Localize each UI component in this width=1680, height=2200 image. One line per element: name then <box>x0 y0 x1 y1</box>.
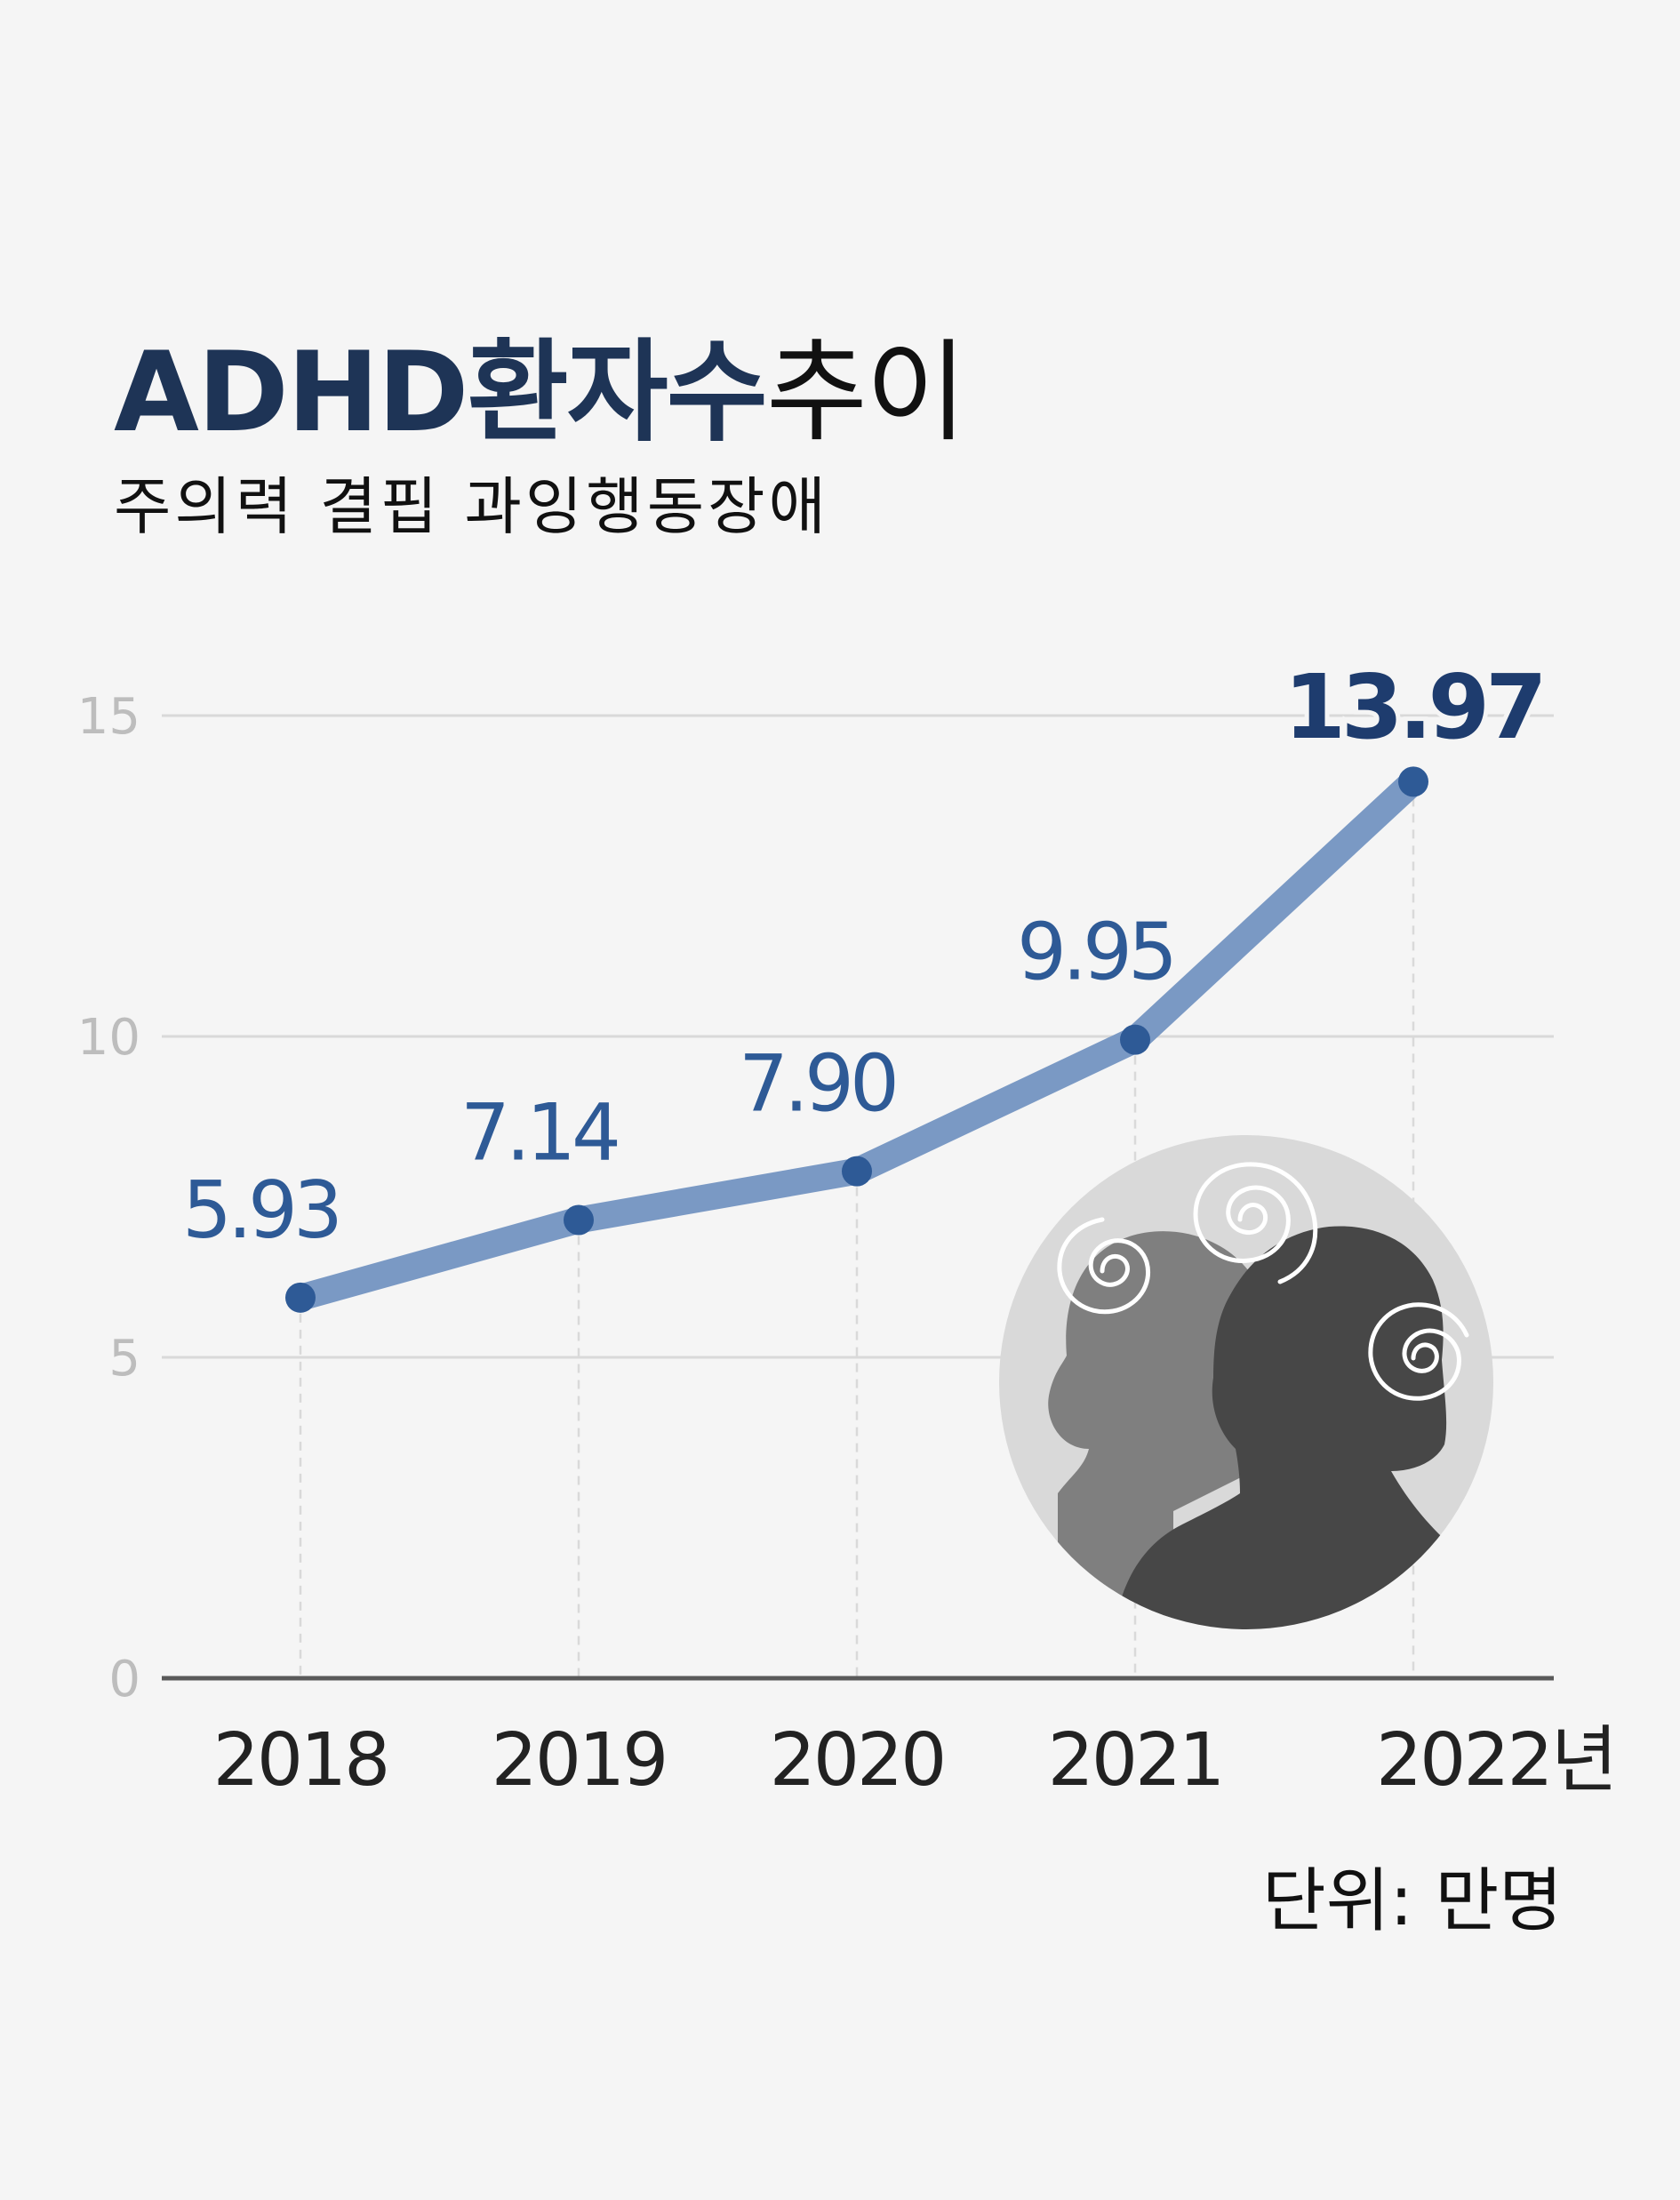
x-tick-label: 2021 <box>1048 1718 1223 1803</box>
y-tick-label: 10 <box>77 1009 140 1067</box>
data-label: 9.95 <box>1017 907 1173 998</box>
data-point <box>564 1204 594 1236</box>
unit-label: 단위: 만명 <box>1261 1861 1563 1941</box>
chart-title: ADHD환자수추이 <box>114 338 967 448</box>
chart-subtitle: 주의력 결핍 과잉행동장애 <box>114 470 829 543</box>
x-tick-label: 2020 <box>770 1718 945 1803</box>
back-person-silhouette <box>1048 1231 1260 1629</box>
swirl-small-left <box>1057 1217 1150 1315</box>
front-person-silhouette <box>1111 1226 1493 1629</box>
data-label: 13.97 <box>1284 655 1542 759</box>
y-tick-label: 15 <box>77 688 140 746</box>
data-point <box>1120 1024 1150 1055</box>
data-point <box>842 1156 872 1187</box>
data-label: 7.90 <box>739 1038 895 1130</box>
x-tick-label: 2019 <box>492 1718 667 1803</box>
swirl-top <box>1193 1162 1318 1284</box>
data-point <box>285 1282 316 1313</box>
two-head-silhouettes-with-swirls-icon <box>999 1135 1493 1629</box>
data-label: 7.14 <box>460 1086 618 1178</box>
data-label: 5.93 <box>182 1164 339 1256</box>
x-tick-labels: 2018 2019 2020 2021 2022년 <box>213 1718 1618 1803</box>
y-tick-label: 0 <box>108 1651 140 1708</box>
swirl-right <box>1368 1302 1469 1401</box>
data-point <box>1398 766 1428 797</box>
chart-title-bold: ADHD환자수 <box>114 329 768 457</box>
data-labels: 5.93 7.14 7.90 9.95 13.97 <box>182 651 1552 1256</box>
x-tick-label: 2018 <box>213 1718 388 1803</box>
y-tick-label: 5 <box>108 1330 140 1388</box>
x-tick-label: 2022년 <box>1376 1718 1615 1803</box>
y-tick-labels: 0 5 10 15 <box>77 688 140 1708</box>
chart-title-light: 추이 <box>765 329 967 457</box>
data-points <box>285 766 1428 1313</box>
